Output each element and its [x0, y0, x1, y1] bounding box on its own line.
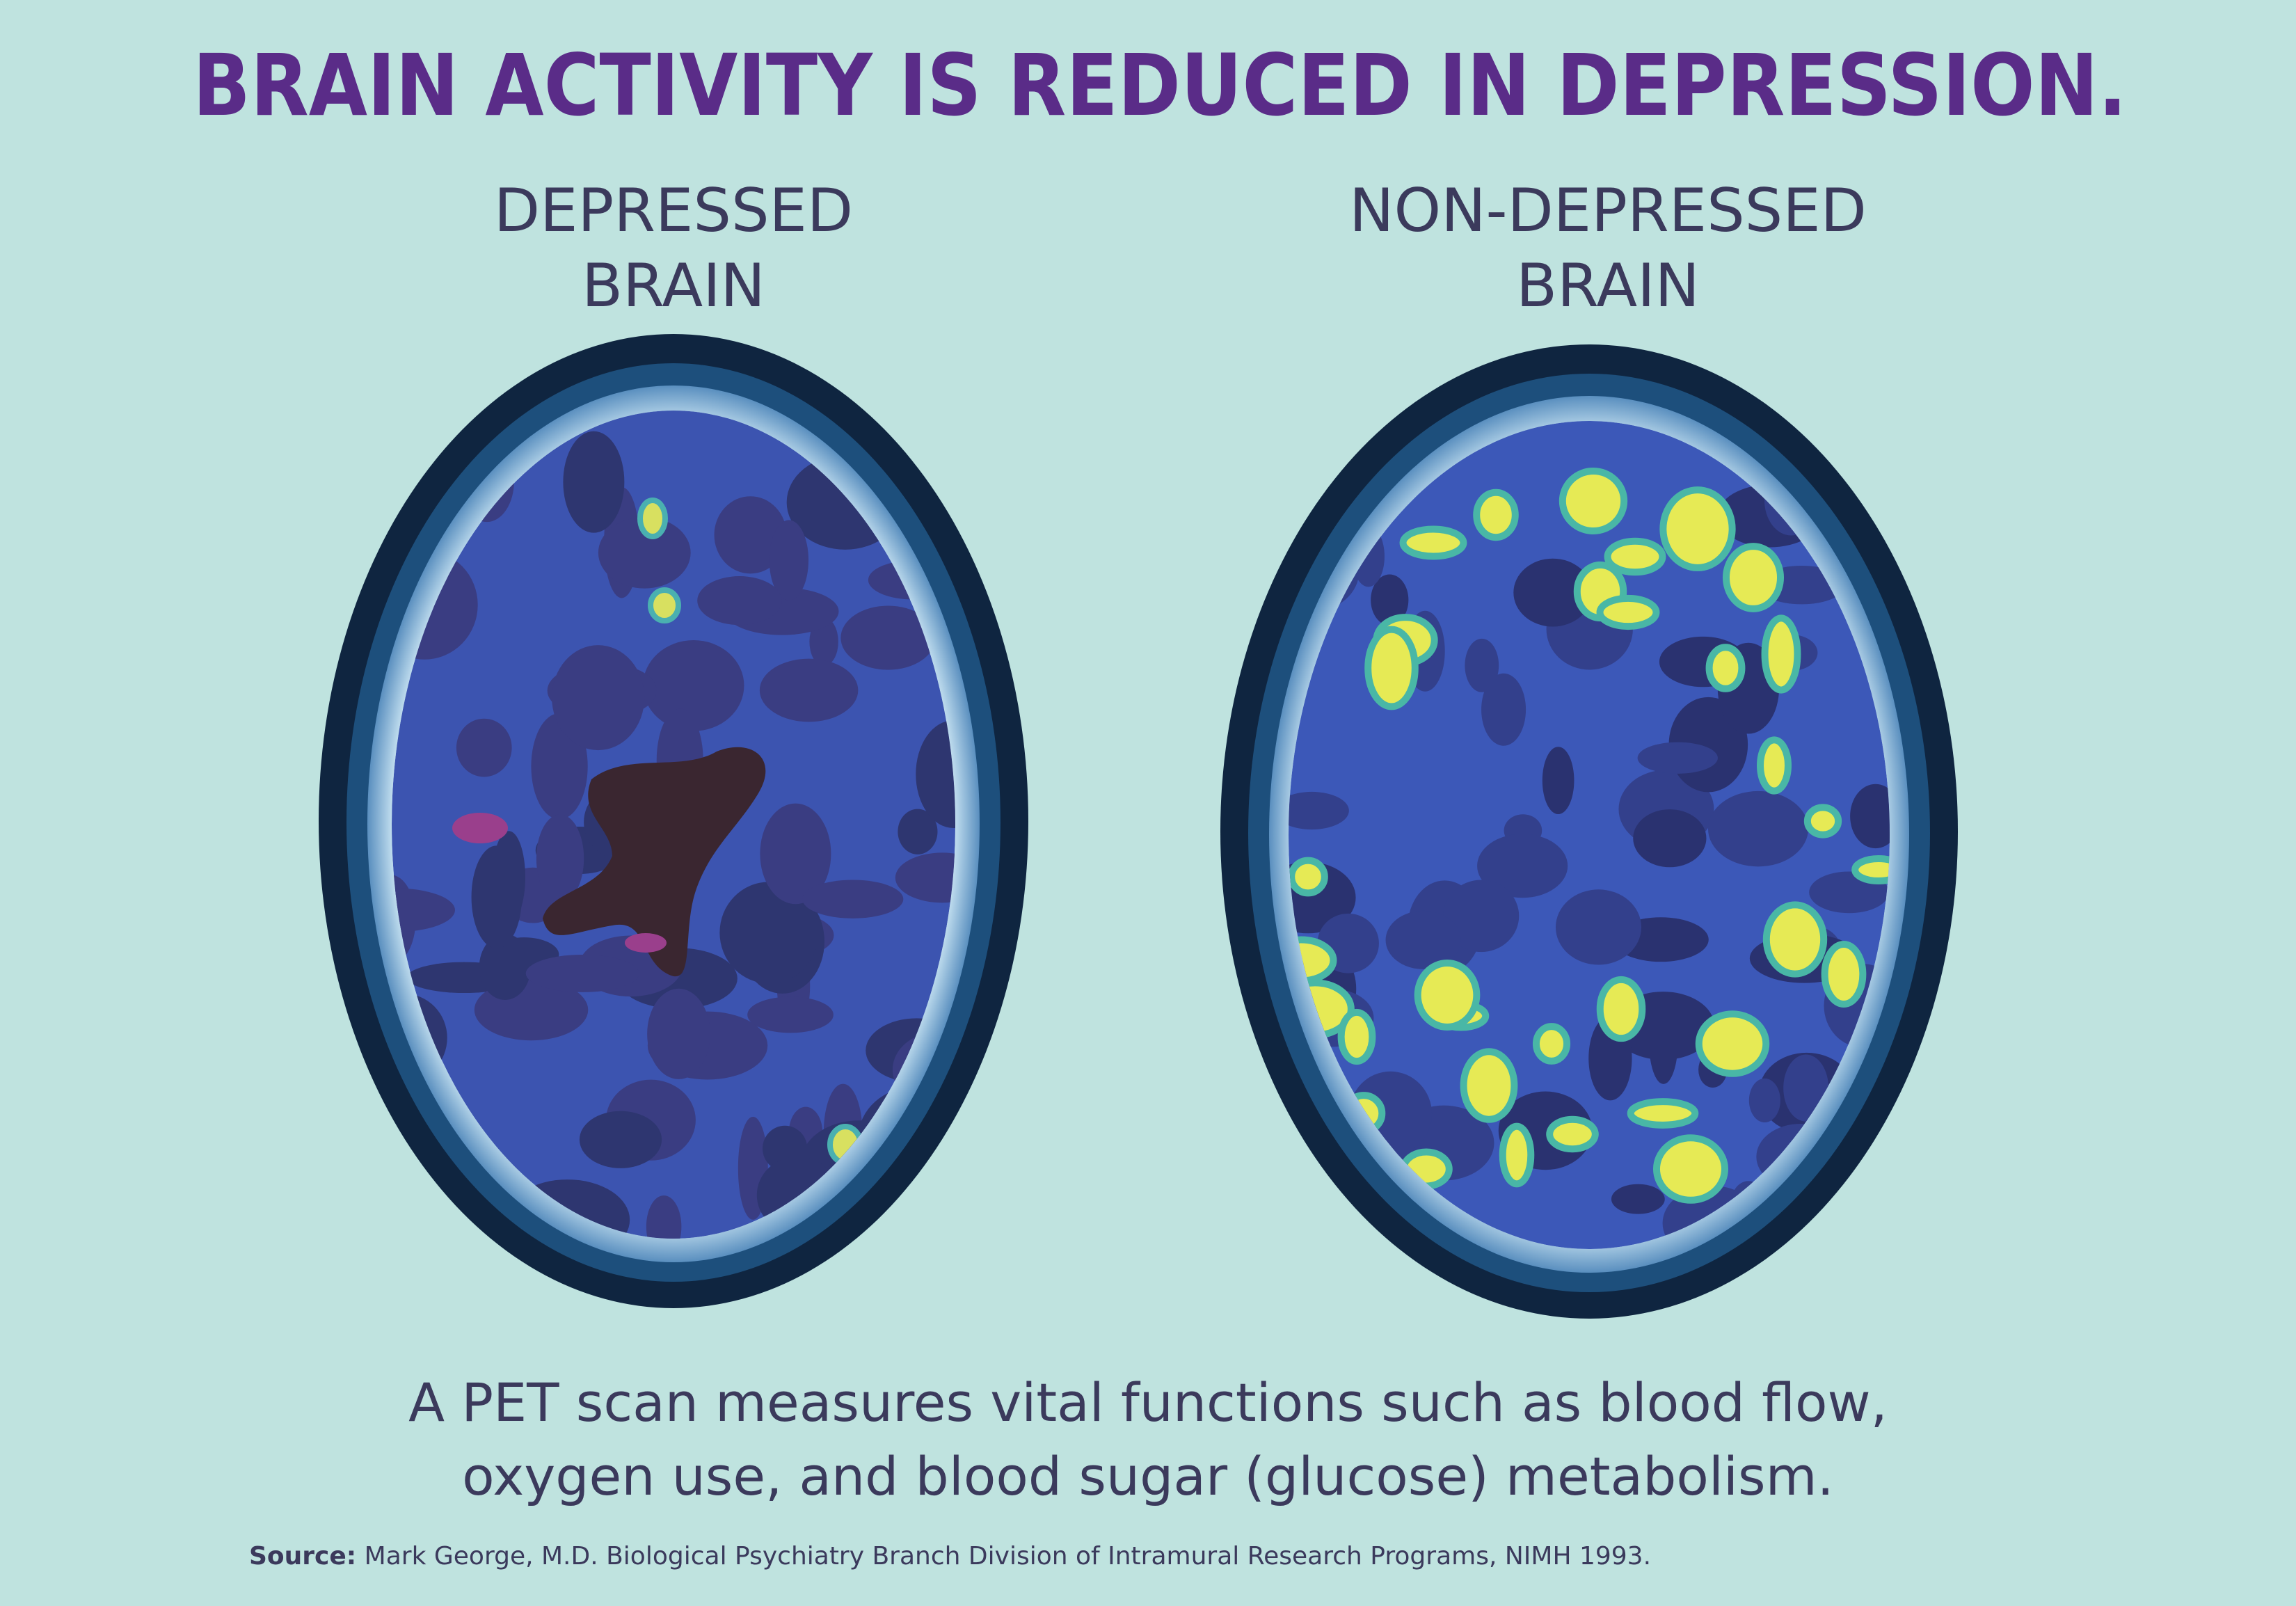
- blob: [1513, 558, 1593, 627]
- blob: [1611, 1184, 1665, 1214]
- blob: [1627, 1098, 1699, 1129]
- source-text: Mark George, M.D. Biological Psychiatry …: [365, 1542, 1651, 1571]
- blob: [1546, 1115, 1599, 1153]
- blob: [719, 882, 819, 984]
- blob: [1443, 880, 1520, 953]
- blob: [1473, 488, 1519, 541]
- blob: [1850, 784, 1890, 849]
- blob: [802, 880, 904, 919]
- blob: [1477, 834, 1568, 898]
- blob: [452, 813, 508, 843]
- blob: [1705, 644, 1746, 692]
- blob: [697, 576, 782, 626]
- blob: [647, 988, 710, 1079]
- blob: [1695, 1010, 1770, 1077]
- panel-label: BRAIN: [582, 251, 765, 321]
- blob: [1596, 594, 1660, 630]
- panel-label: NON-DEPRESSED: [1349, 176, 1867, 246]
- blob: [625, 933, 667, 953]
- title: BRAIN ACTIVITY IS REDUCED IN DEPRESSION.: [193, 36, 2127, 135]
- blob: [646, 1195, 682, 1239]
- blob: [1289, 791, 1349, 830]
- blob: [1414, 959, 1481, 1031]
- blob: [714, 496, 787, 574]
- blob: [747, 996, 834, 1033]
- blob: [1633, 809, 1707, 868]
- blob: [1289, 857, 1328, 897]
- blob: [759, 658, 859, 722]
- blob: [1385, 910, 1461, 969]
- blob: [760, 803, 831, 905]
- blob: [1399, 525, 1467, 560]
- blob: [598, 517, 691, 589]
- blob: [563, 431, 625, 533]
- blob: [1707, 790, 1809, 867]
- blob: [1722, 543, 1785, 612]
- blob: [1652, 1134, 1729, 1204]
- blob: [1637, 742, 1718, 774]
- blob: [456, 718, 512, 777]
- low-activity-region: [543, 747, 766, 977]
- blob: [1499, 1122, 1535, 1188]
- panel-label: BRAIN: [1516, 251, 1700, 321]
- blob: [1481, 673, 1526, 746]
- blob: [552, 645, 645, 751]
- blob: [1465, 638, 1499, 692]
- panel-label: DEPRESSED: [494, 176, 853, 246]
- blob: [479, 934, 531, 1001]
- blob: [1757, 736, 1792, 795]
- blob: [769, 520, 809, 601]
- blob: [1659, 486, 1736, 571]
- blob: [1555, 889, 1642, 965]
- blob: [1596, 976, 1646, 1042]
- blob: [648, 587, 681, 623]
- blob: [1460, 1048, 1518, 1123]
- blob: [1851, 854, 1890, 885]
- blob: [898, 809, 938, 854]
- blob: [579, 1111, 662, 1168]
- caption: oxygen use, and blood sugar (glucose) me…: [462, 1445, 1834, 1507]
- blob: [1821, 940, 1867, 1008]
- blob: [1289, 861, 1356, 934]
- blob: [1558, 467, 1628, 535]
- blob: [643, 639, 744, 731]
- blob: [1532, 1023, 1571, 1065]
- brain-scan-non-depressed: [1220, 344, 1958, 1319]
- blob: [471, 845, 522, 949]
- blob: [1762, 901, 1828, 978]
- blob: [637, 498, 668, 539]
- blob: [536, 814, 584, 903]
- blob: [1761, 614, 1801, 694]
- blob: [1371, 574, 1409, 626]
- blob: [840, 605, 936, 670]
- blob: [1604, 537, 1666, 576]
- blob: [525, 954, 639, 992]
- caption: A PET scan measures vital functions such…: [408, 1372, 1888, 1433]
- blob: [1337, 1008, 1376, 1065]
- blob: [1364, 626, 1419, 710]
- blob: [1542, 747, 1574, 815]
- source: Source: Mark George, M.D. Biological Psy…: [249, 1542, 1651, 1571]
- source-label: Source:: [249, 1542, 356, 1571]
- blob: [1803, 804, 1842, 838]
- blob: [895, 852, 955, 903]
- blob: [1748, 1078, 1780, 1123]
- blob: [1649, 999, 1678, 1084]
- brain-scan-depressed: [319, 334, 1028, 1308]
